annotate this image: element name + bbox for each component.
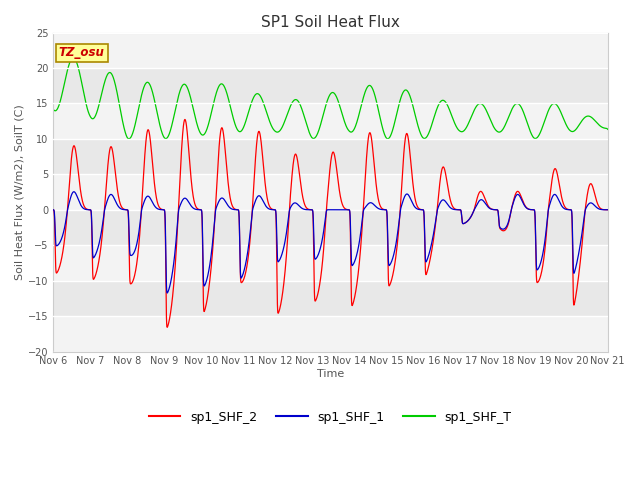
sp1_SHF_T (359, 96, 367, 102)
sp1_SHF_1 (70, 189, 78, 194)
sp1_SHF_T (604, 126, 612, 132)
Bar (53, 33, 608, 68)
sp1_SHF_2 (556, 181, 563, 187)
sp1_SHF_T (347, 129, 355, 135)
sp1_SHF_2 (359, 212, 367, 218)
sp1_SHF_T (125, 136, 132, 142)
Bar (53, 174, 608, 210)
Bar (53, 316, 608, 351)
sp1_SHF_2 (347, 265, 355, 271)
sp1_SHF_T (49, 107, 57, 112)
sp1_SHF_T (69, 55, 77, 60)
sp1_SHF_T (204, 122, 212, 128)
Line: sp1_SHF_T: sp1_SHF_T (53, 58, 608, 139)
sp1_SHF_T (556, 106, 563, 112)
sp1_SHF_2 (492, 207, 500, 213)
Y-axis label: Soil Heat Flux (W/m2), SoilT (C): Soil Heat Flux (W/m2), SoilT (C) (15, 104, 25, 280)
Title: SP1 Soil Heat Flux: SP1 Soil Heat Flux (261, 15, 400, 30)
sp1_SHF_2 (181, 117, 189, 122)
Bar (53, 245, 608, 281)
sp1_SHF_1 (204, 270, 212, 276)
sp1_SHF_1 (163, 290, 171, 296)
sp1_SHF_1 (347, 241, 355, 247)
sp1_SHF_T (571, 128, 579, 133)
sp1_SHF_2 (49, 207, 57, 213)
Bar (53, 103, 608, 139)
sp1_SHF_1 (49, 207, 57, 213)
sp1_SHF_1 (556, 198, 563, 204)
sp1_SHF_2 (163, 324, 171, 330)
sp1_SHF_1 (604, 207, 612, 213)
sp1_SHF_1 (359, 211, 367, 216)
sp1_SHF_1 (571, 269, 579, 275)
Legend: sp1_SHF_2, sp1_SHF_1, sp1_SHF_T: sp1_SHF_2, sp1_SHF_1, sp1_SHF_T (144, 406, 516, 429)
Line: sp1_SHF_2: sp1_SHF_2 (53, 120, 608, 327)
sp1_SHF_2 (204, 289, 212, 295)
sp1_SHF_1 (492, 207, 500, 213)
sp1_SHF_2 (604, 207, 612, 213)
sp1_SHF_2 (571, 300, 579, 305)
Text: TZ_osu: TZ_osu (59, 47, 104, 60)
sp1_SHF_T (492, 127, 500, 133)
Line: sp1_SHF_1: sp1_SHF_1 (53, 192, 608, 293)
X-axis label: Time: Time (317, 369, 344, 379)
